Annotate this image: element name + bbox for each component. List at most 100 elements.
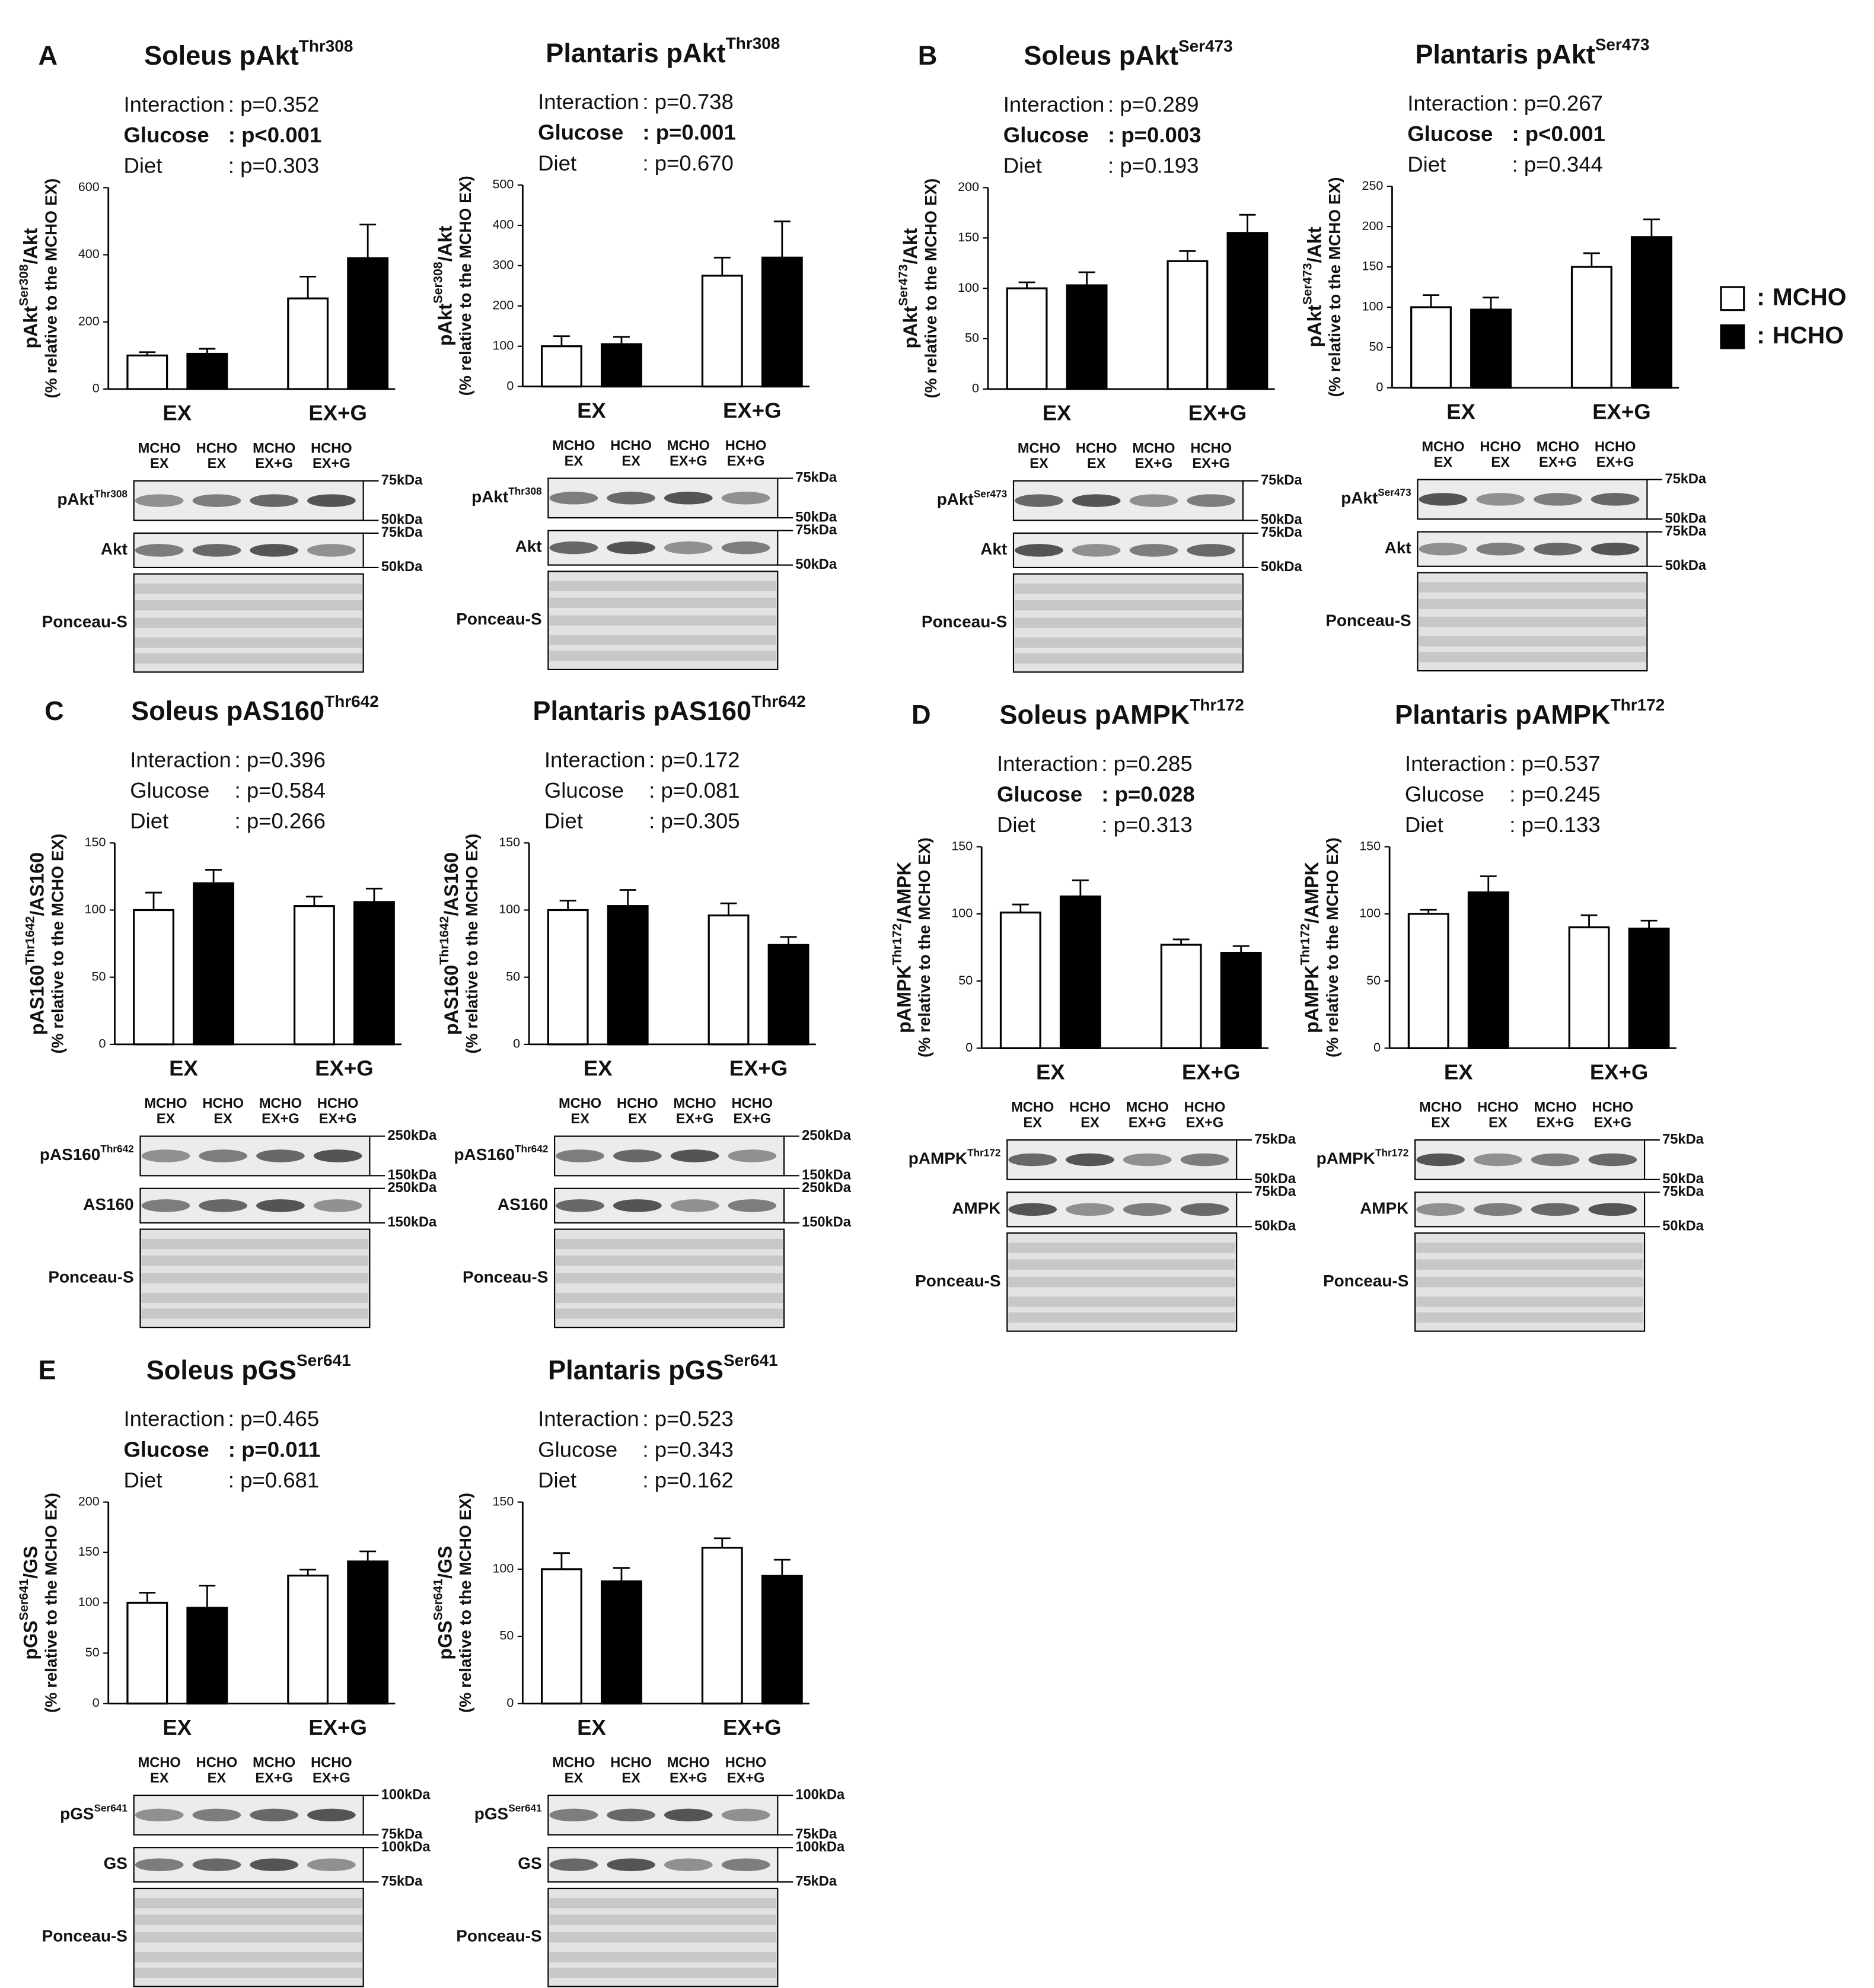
y-tick-label: 150 — [958, 230, 979, 244]
marker-label: 50kDa — [1254, 1219, 1296, 1234]
marker-label: 50kDa — [1662, 1171, 1704, 1187]
x-category-label: EX+G — [729, 1056, 788, 1081]
chart-title: Soleus pAktSer473 — [1024, 37, 1232, 71]
bar — [767, 944, 809, 1046]
bar — [287, 297, 329, 390]
title-superscript: Thr308 — [299, 37, 353, 55]
stat-value: : p=0.305 — [649, 809, 740, 833]
marker-label: 100kDa — [381, 1839, 431, 1855]
blot-row-label: pAS160Thr642 — [40, 1143, 134, 1164]
stat-value: : p=0.523 — [642, 1407, 733, 1431]
y-tick-label: 0 — [965, 1040, 973, 1054]
y-label-rest: /AS160 — [26, 852, 47, 916]
blot-band — [1180, 1153, 1229, 1167]
ponceau-stripe — [549, 1898, 777, 1909]
blot-band — [192, 1858, 241, 1871]
y-tick-label: 50 — [499, 1629, 514, 1643]
stat-label: Glucose — [544, 778, 624, 802]
x-category-label: EX+G — [308, 401, 366, 425]
lane-label: MCHO — [253, 441, 295, 456]
y-axis-label: pAktSer308/Akt (% relative to the MCHO EX… — [17, 179, 60, 399]
lane-label: HCHO — [610, 438, 652, 454]
title-text: Plantaris pAkt — [1415, 39, 1595, 69]
lane-label: HCHO — [725, 1756, 767, 1771]
y-label-rest: /GS — [434, 1546, 455, 1579]
ponceau-stripe — [1416, 1312, 1643, 1323]
stat-label: Glucose — [1407, 122, 1493, 146]
lane-label: MCHO — [1126, 1100, 1169, 1116]
title-text: Soleus pAkt — [144, 40, 299, 71]
blot-label-text: Ponceau-S — [1325, 611, 1411, 630]
stat-label: Interaction — [124, 1407, 225, 1431]
lane-label: EX — [150, 456, 169, 471]
legend-separator: : — [1757, 321, 1765, 349]
stat-label: Interaction — [1003, 92, 1105, 116]
blot-band — [1008, 1153, 1057, 1167]
stat-label: Glucose — [124, 123, 209, 147]
lane-label: MCHO — [559, 1096, 601, 1111]
marker-label: 50kDa — [381, 512, 423, 528]
y-label-text: pGS — [434, 1620, 455, 1659]
y-tick-label: 600 — [78, 180, 100, 194]
y-label-note: (% relative to the MCHO EX) — [463, 834, 481, 1054]
ponceau-stripe — [1419, 616, 1646, 627]
blot-band — [1129, 494, 1178, 507]
blot-label-text: pAS160 — [40, 1145, 101, 1164]
y-axis-label: pAS160Thr1642/AS160 (% relative to the MC… — [23, 834, 66, 1054]
bar — [601, 1580, 642, 1705]
lane-label: MCHO — [138, 441, 181, 456]
ponceau-stripe — [135, 1898, 362, 1909]
blot-label-text: pAMPK — [1317, 1149, 1375, 1168]
y-tick-label: 0 — [506, 378, 514, 393]
title-superscript: Thr308 — [726, 34, 780, 53]
x-category-label: EX+G — [308, 1715, 366, 1740]
title-text: Soleus pGS — [146, 1355, 297, 1385]
stat-value: : p=0.343 — [642, 1437, 733, 1461]
y-label-rest: /AS160 — [441, 852, 462, 916]
lane-label: HCHO — [196, 441, 238, 456]
blot-label-text: Akt — [1385, 539, 1411, 557]
stat-value: : p=0.738 — [642, 90, 733, 114]
stat-value: : p=0.267 — [1512, 91, 1602, 115]
blot-label-text: AS160 — [83, 1195, 133, 1213]
blot-band — [1419, 543, 1468, 556]
ponceau-stripe — [556, 1255, 783, 1266]
lane-label: MCHO — [1534, 1100, 1576, 1116]
chart-title: Plantaris pGSSer641 — [548, 1352, 778, 1385]
marker-label: 100kDa — [381, 1787, 431, 1802]
lane-label: EX+G — [1129, 1115, 1167, 1130]
blot-band — [307, 1858, 356, 1871]
y-label-main: pAktSer473/Akt — [1300, 227, 1325, 347]
ponceau-stripe — [549, 1952, 777, 1962]
ponceau-stripe — [1015, 653, 1242, 664]
lane-label: HCHO — [1595, 439, 1636, 455]
lane-label: EX+G — [1135, 456, 1173, 471]
y-tick-label: 300 — [492, 258, 514, 272]
bar — [540, 1568, 582, 1705]
stat-label: Diet — [124, 154, 162, 178]
blot-band — [1066, 1203, 1114, 1216]
blot-band — [1015, 544, 1063, 557]
stat-label: Interaction — [538, 1407, 639, 1431]
blot-band — [313, 1149, 362, 1162]
y-tick-label: 0 — [93, 381, 100, 396]
bar — [347, 257, 389, 390]
y-axis-label: pGSSer641/GS (% relative to the MCHO EX) — [431, 1493, 474, 1713]
x-category-label: EX — [577, 398, 606, 422]
blot-label-text: Ponceau-S — [48, 1268, 133, 1286]
x-category-label: EX — [1444, 1060, 1473, 1084]
lane-label: EX — [213, 1111, 232, 1127]
title-superscript: Ser641 — [297, 1352, 351, 1370]
blot-row-label: Ponceau-S — [463, 1268, 548, 1286]
y-axis-label: pAktSer308/Akt (% relative to the MCHO EX… — [431, 176, 474, 396]
stat-label: Interaction — [538, 90, 639, 114]
blot-row-label: pGSSer641 — [60, 1802, 128, 1823]
y-tick-label: 400 — [492, 218, 514, 232]
legend-name: HCHO — [1773, 321, 1844, 349]
x-category-label: EX+G — [723, 398, 781, 422]
y-tick-label: 50 — [92, 969, 106, 983]
blot-row-label: Ponceau-S — [922, 613, 1007, 631]
lane-label: EX+G — [733, 1111, 771, 1127]
bar — [1570, 266, 1612, 389]
